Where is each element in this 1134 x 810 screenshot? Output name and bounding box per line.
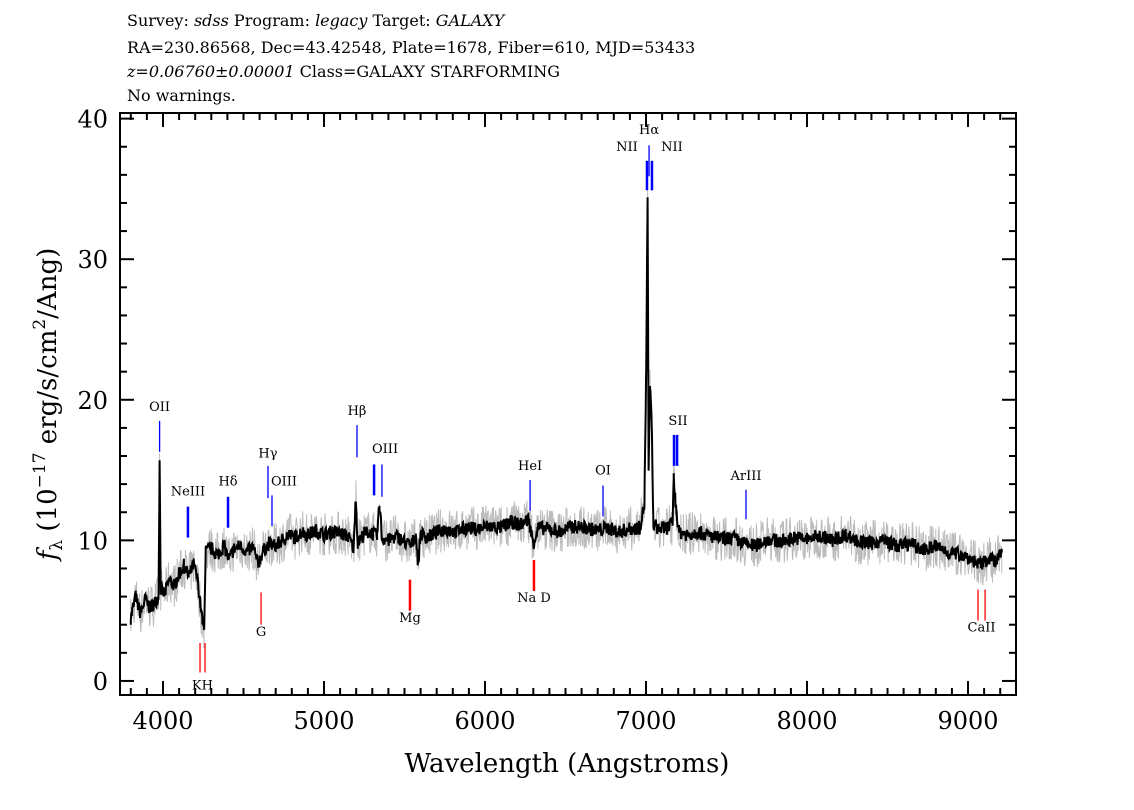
line-label: Hβ	[348, 404, 367, 419]
line-label: KH	[192, 678, 213, 693]
line-label: Na D	[517, 591, 551, 606]
header-line-coordinates: RA=230.86568, Dec=43.42548, Plate=1678, …	[127, 38, 696, 57]
x-tick-label: 7000	[615, 707, 676, 735]
class-value: Class=GALAXY STARFORMING	[299, 62, 561, 81]
x-tick-label: 5000	[293, 707, 354, 735]
header-line-survey: Survey: sdss Program: legacy Target: GAL…	[127, 10, 504, 32]
line-label: Hγ	[258, 446, 277, 461]
line-label: NII	[616, 140, 638, 155]
flux-series	[129, 197, 1003, 631]
line-label: NeIII	[171, 484, 205, 499]
line-label: Mg	[399, 611, 421, 626]
line-label: OIII	[271, 475, 297, 490]
line-label: OI	[595, 463, 611, 478]
plot-frame	[119, 112, 1017, 696]
y-tick-label: 10	[77, 527, 108, 555]
target-value: GALAXY	[435, 11, 505, 30]
program-label: Program:	[233, 11, 310, 30]
line-label: ArIII	[729, 469, 761, 484]
header-line-redshift: z=0.06760±0.00001 Class=GALAXY STARFORMI…	[127, 61, 560, 83]
line-label: HeI	[518, 459, 542, 474]
y-tick-label: 20	[77, 387, 108, 415]
redshift-value: z=0.06760±0.00001	[127, 62, 295, 81]
x-axis-label: Wavelength (Angstroms)	[405, 749, 730, 779]
program-value: legacy	[315, 11, 368, 30]
x-tick-label: 9000	[937, 707, 998, 735]
line-label: OII	[149, 400, 170, 415]
line-label: G	[256, 625, 266, 640]
y-tick-label: 40	[77, 106, 108, 134]
target-label: Target:	[372, 11, 431, 30]
error-band-line	[130, 190, 1003, 649]
flux-line	[129, 197, 1003, 631]
line-label: Hα	[639, 123, 659, 138]
line-label: Hδ	[218, 475, 237, 490]
x-tick-label: 6000	[454, 707, 515, 735]
y-tick-label: 0	[93, 668, 108, 696]
error-band	[130, 190, 1003, 649]
line-label: SII	[668, 414, 687, 429]
axes: 4000 5000 6000 7000 8000 9000 0 10 20 30 40	[77, 106, 1017, 735]
header-line-warnings: No warnings.	[127, 86, 236, 105]
x-tick-label: 8000	[776, 707, 837, 735]
line-label: CaII	[968, 621, 996, 636]
survey-label: Survey:	[127, 11, 189, 30]
survey-value: sdss	[193, 11, 229, 30]
line-label: NII	[661, 140, 683, 155]
x-tick-label: 4000	[132, 707, 193, 735]
y-axis-label: fλ (10−17 erg/s/cm2/Ang)	[30, 248, 67, 563]
line-label: OIII	[372, 442, 398, 457]
y-tick-label: 30	[77, 246, 108, 274]
